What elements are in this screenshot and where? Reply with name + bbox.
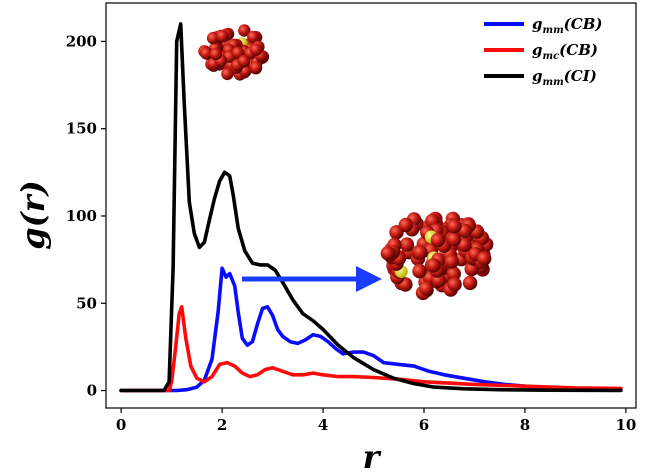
bead — [430, 232, 446, 248]
bead — [399, 237, 415, 252]
x-axis-title: r — [363, 438, 382, 474]
bead — [447, 277, 462, 292]
bead — [426, 258, 441, 273]
x-tick-label: 4 — [318, 416, 328, 434]
bead — [477, 251, 492, 266]
x-tick-label: 10 — [615, 416, 636, 434]
cluster-image-ci — [380, 211, 494, 301]
x-tick-label: 8 — [520, 416, 530, 434]
y-axis-title: g(r) — [14, 180, 52, 250]
y-tick-label: 200 — [66, 32, 97, 50]
series-line-2 — [119, 22, 623, 393]
bead — [413, 245, 428, 260]
y-tick-label: 50 — [76, 294, 97, 312]
y-tick-label: 100 — [66, 207, 97, 225]
series-line-0 — [119, 266, 623, 393]
x-tick-label: 2 — [217, 416, 227, 434]
bead — [216, 29, 229, 43]
legend: gmm(CB) gmc(CB) gmm(CI) — [484, 15, 602, 88]
bead — [446, 232, 462, 247]
plot-frame — [105, 2, 637, 409]
transition-arrow — [242, 266, 382, 292]
bead — [209, 47, 223, 61]
legend-entry: gmm(CB) — [532, 15, 602, 36]
legend-entry: gmc(CB) — [532, 41, 598, 62]
bead — [447, 219, 462, 234]
bead — [221, 67, 234, 81]
bead — [238, 24, 251, 37]
bead — [446, 266, 461, 281]
y-tick-label: 0 — [87, 382, 97, 400]
y-tick-label: 150 — [66, 120, 97, 138]
data-curves — [119, 22, 623, 393]
bead — [462, 275, 478, 291]
bead — [380, 246, 395, 261]
x-tick-label: 0 — [116, 416, 126, 434]
cluster-image-cb — [198, 24, 270, 81]
bead — [398, 217, 413, 233]
bead — [412, 263, 427, 279]
bead — [419, 281, 434, 296]
bead — [249, 61, 263, 74]
bead — [237, 54, 251, 68]
bead — [206, 31, 220, 45]
bead — [249, 43, 263, 56]
bead — [200, 47, 213, 60]
legend-entry: gmm(CI) — [532, 67, 597, 88]
bead — [247, 30, 260, 44]
x-tick-label: 6 — [419, 416, 429, 434]
bead — [444, 254, 459, 269]
